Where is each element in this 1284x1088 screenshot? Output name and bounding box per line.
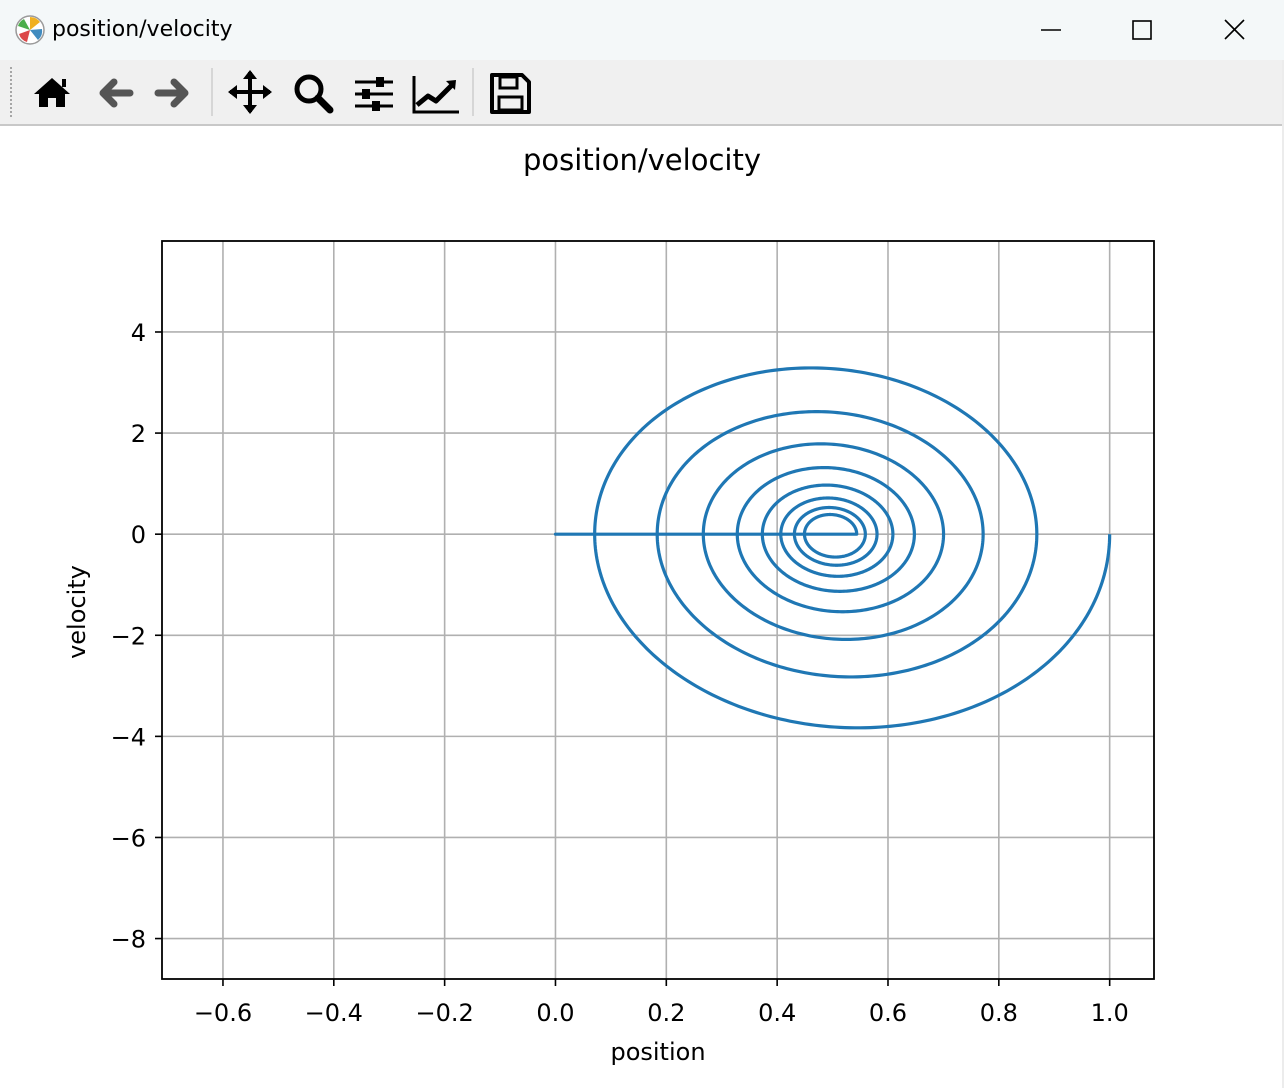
x-tick-label: −0.4 (305, 999, 363, 1027)
toolbar-grip[interactable] (9, 66, 13, 118)
plot-frame (161, 240, 1155, 980)
window-title: position/velocity (52, 17, 233, 42)
matplotlib-logo-icon (15, 15, 45, 45)
y-tick-label: −6 (111, 824, 146, 852)
x-tick-label: 1.0 (1091, 999, 1129, 1027)
y-tick-label: 0 (131, 521, 146, 549)
x-axis-label: position (610, 1038, 705, 1066)
y-axis-label: velocity (63, 565, 91, 659)
x-tick-label: 0.8 (980, 999, 1018, 1027)
floppy-disk-icon (490, 73, 531, 114)
y-tick-label: 4 (131, 319, 146, 347)
y-tick-label: −4 (111, 723, 146, 751)
sliders-icon (355, 77, 393, 111)
magnifier-icon (294, 74, 334, 114)
close-icon (1224, 19, 1245, 40)
y-tick-label: 2 (131, 420, 146, 448)
line-chart-icon (412, 76, 459, 114)
x-tick-label: −0.2 (415, 999, 473, 1027)
zoom-button[interactable] (284, 64, 340, 120)
maximize-icon (1132, 20, 1152, 40)
minimize-button[interactable] (1005, 0, 1095, 60)
x-tick-label: 0.4 (758, 999, 796, 1027)
arrow-left-icon (99, 78, 134, 108)
title-bar: position/velocity (0, 0, 1284, 60)
home-icon (34, 78, 70, 107)
y-tick-label: −2 (111, 622, 146, 650)
configure-subplots-button[interactable] (346, 64, 402, 120)
figure-canvas[interactable]: −0.6 −0.4 −0.2 0.0 0.2 0.4 0.6 0.8 1.0 −8 −6 −4 −2 0 2… (0, 126, 1284, 1088)
toolbar-separator (211, 68, 213, 116)
x-tick-label: 0.2 (647, 999, 685, 1027)
plot-area[interactable] (162, 241, 1154, 979)
pan-button[interactable] (222, 64, 278, 120)
toolbar-separator (472, 68, 474, 116)
y-tick-label: −8 (111, 926, 146, 954)
minimize-icon (1041, 29, 1061, 31)
home-button[interactable] (24, 64, 80, 120)
forward-button[interactable] (146, 64, 202, 120)
arrow-right-icon (154, 78, 189, 108)
back-button[interactable] (86, 64, 142, 120)
navigation-toolbar (0, 60, 1284, 126)
chart-svg[interactable]: −0.6 −0.4 −0.2 0.0 0.2 0.4 0.6 0.8 1.0 −8 −6 −4 −2 0 2… (0, 126, 1284, 1088)
chart-title: position/velocity (523, 143, 761, 177)
x-tick-label: 0.6 (869, 999, 907, 1027)
trajectory-line[interactable] (553, 366, 1112, 730)
window-border (1282, 60, 1284, 1088)
maximize-button[interactable] (1097, 0, 1187, 60)
x-tick-label: 0.0 (536, 999, 574, 1027)
move-icon (228, 70, 272, 114)
save-button[interactable] (482, 64, 538, 120)
x-tick-label: −0.6 (194, 999, 252, 1027)
edit-axis-button[interactable] (408, 64, 464, 120)
close-button[interactable] (1189, 0, 1279, 60)
